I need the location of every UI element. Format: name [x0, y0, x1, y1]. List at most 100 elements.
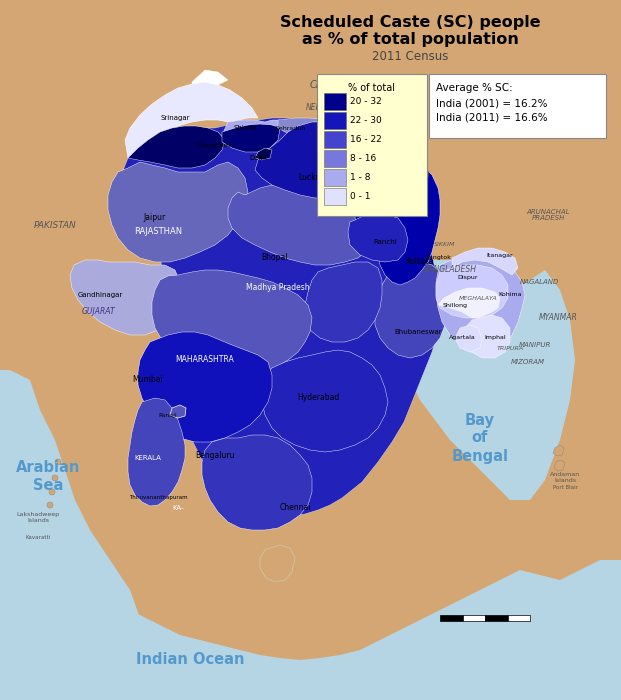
- Text: Mumbai: Mumbai: [133, 375, 163, 384]
- Text: Andaman
Islands: Andaman Islands: [550, 472, 580, 483]
- Text: ARUNACHAL
PRADESH: ARUNACHAL PRADESH: [526, 209, 569, 221]
- Text: Dehradun: Dehradun: [274, 125, 306, 130]
- Circle shape: [47, 502, 53, 508]
- Text: Bhopal: Bhopal: [261, 253, 288, 262]
- Text: India (2001) = 16.2%: India (2001) = 16.2%: [436, 98, 548, 108]
- Text: % of total: % of total: [348, 83, 396, 93]
- Text: 0 - 1: 0 - 1: [350, 192, 371, 201]
- Polygon shape: [125, 82, 258, 158]
- Circle shape: [55, 459, 61, 465]
- Polygon shape: [278, 118, 335, 135]
- Text: KA-: KA-: [172, 505, 184, 511]
- FancyBboxPatch shape: [317, 74, 427, 216]
- Text: of: of: [472, 430, 488, 445]
- Text: Hyderabad: Hyderabad: [297, 393, 339, 402]
- Text: CHINA: CHINA: [309, 80, 340, 90]
- Bar: [485, 615, 507, 621]
- Text: Thiruvananthapuram: Thiruvananthapuram: [129, 496, 188, 500]
- Text: MYANMAR: MYANMAR: [538, 314, 578, 323]
- Text: Gangtok: Gangtok: [425, 256, 451, 260]
- Polygon shape: [305, 262, 382, 342]
- Circle shape: [52, 475, 58, 481]
- Polygon shape: [436, 258, 525, 355]
- Bar: [324, 112, 346, 129]
- Polygon shape: [108, 162, 248, 262]
- Polygon shape: [553, 445, 564, 456]
- Text: Bhubaneswar: Bhubaneswar: [394, 329, 442, 335]
- Text: Ranchi: Ranchi: [373, 239, 397, 245]
- Text: 22 - 30: 22 - 30: [350, 116, 382, 125]
- Polygon shape: [228, 185, 378, 265]
- Text: Dispur: Dispur: [458, 276, 478, 281]
- Text: RAJASTHAN: RAJASTHAN: [134, 228, 182, 237]
- Text: PAKISTAN: PAKISTAN: [34, 220, 76, 230]
- Polygon shape: [436, 265, 508, 318]
- Text: BHUTAN: BHUTAN: [399, 171, 431, 179]
- Text: Indian Ocean: Indian Ocean: [136, 652, 244, 668]
- Text: 1 - 8: 1 - 8: [350, 173, 371, 182]
- Polygon shape: [202, 435, 312, 530]
- Bar: [463, 615, 485, 621]
- Text: Panaji: Panaji: [159, 412, 178, 417]
- Text: Lakshadweep
Islands: Lakshadweep Islands: [16, 512, 60, 523]
- Polygon shape: [452, 248, 518, 275]
- Polygon shape: [222, 120, 280, 145]
- Polygon shape: [378, 165, 440, 285]
- Text: MIZORAM: MIZORAM: [511, 359, 545, 365]
- Text: Kohima: Kohima: [498, 293, 522, 297]
- Text: as % of total population: as % of total population: [302, 32, 519, 47]
- Text: Lucknow: Lucknow: [298, 174, 332, 183]
- Text: Kolkata: Kolkata: [406, 258, 434, 267]
- Polygon shape: [400, 260, 575, 500]
- Polygon shape: [438, 288, 500, 318]
- Bar: [324, 131, 346, 148]
- Polygon shape: [222, 124, 280, 152]
- Polygon shape: [465, 315, 510, 358]
- Polygon shape: [375, 262, 448, 358]
- Bar: [440, 615, 463, 621]
- Polygon shape: [262, 350, 388, 452]
- Text: KERALA: KERALA: [135, 455, 161, 461]
- Polygon shape: [123, 118, 442, 518]
- Text: NAGALAND: NAGALAND: [520, 279, 560, 285]
- Circle shape: [49, 489, 55, 495]
- Text: Bengal: Bengal: [451, 449, 509, 463]
- Polygon shape: [255, 122, 378, 198]
- Bar: [324, 150, 346, 167]
- Polygon shape: [152, 270, 312, 378]
- Text: Jaipur: Jaipur: [144, 214, 166, 223]
- Bar: [507, 615, 530, 621]
- Text: Gandhinagar: Gandhinagar: [78, 292, 122, 298]
- Polygon shape: [192, 70, 228, 85]
- Polygon shape: [348, 212, 408, 262]
- Text: Imphal: Imphal: [484, 335, 506, 340]
- Text: Shimla: Shimla: [233, 125, 257, 131]
- Polygon shape: [0, 370, 155, 700]
- Polygon shape: [255, 148, 272, 160]
- Text: Srinagar: Srinagar: [160, 115, 190, 121]
- Text: MEGHALAYA: MEGHALAYA: [459, 295, 497, 300]
- Text: India (2011) = 16.6%: India (2011) = 16.6%: [436, 113, 548, 123]
- Text: 16 - 22: 16 - 22: [350, 135, 382, 144]
- Text: MAHARASHTRA: MAHARASHTRA: [176, 356, 234, 365]
- Text: Port Blair: Port Blair: [553, 485, 578, 490]
- Polygon shape: [128, 398, 185, 506]
- Text: Scheduled Caste (SC) people: Scheduled Caste (SC) people: [279, 15, 540, 30]
- Bar: [324, 188, 346, 205]
- Text: Madhya Pradesh: Madhya Pradesh: [246, 284, 310, 293]
- Text: Delhi: Delhi: [249, 155, 267, 161]
- Polygon shape: [70, 260, 182, 335]
- Text: Bengaluru: Bengaluru: [195, 451, 235, 459]
- Text: Kavaratti: Kavaratti: [25, 535, 50, 540]
- Text: Agartala: Agartala: [448, 335, 475, 340]
- Polygon shape: [455, 325, 482, 352]
- Text: Patna: Patna: [379, 193, 401, 202]
- Polygon shape: [355, 162, 422, 242]
- Text: Chennai: Chennai: [279, 503, 310, 512]
- Text: MANIPUR: MANIPUR: [519, 342, 551, 348]
- Polygon shape: [0, 560, 621, 700]
- Polygon shape: [554, 460, 565, 471]
- Text: Chandigarh: Chandigarh: [197, 143, 233, 148]
- FancyBboxPatch shape: [429, 74, 606, 138]
- Text: NEPAL: NEPAL: [306, 104, 330, 113]
